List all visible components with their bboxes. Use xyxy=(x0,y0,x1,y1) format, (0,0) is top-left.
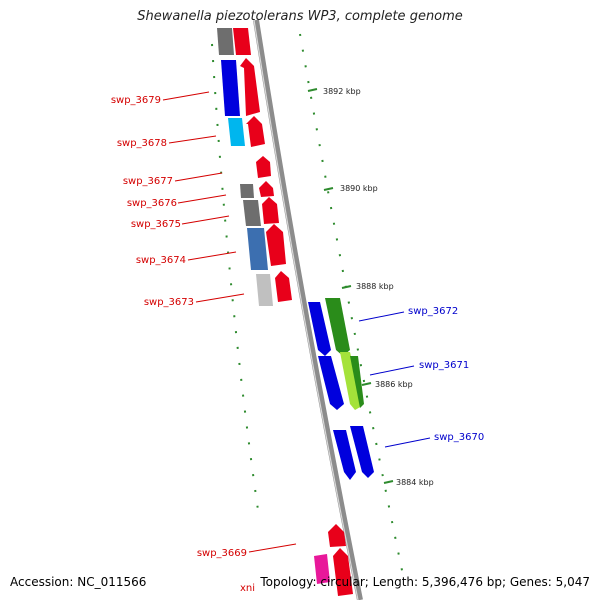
gene-block-swp-3671-lime[interactable] xyxy=(340,352,362,410)
leader-line xyxy=(358,311,405,322)
reverse-gene-labels: swp_3679 swp_3678 swp_3677 swp_3676 swp_… xyxy=(111,95,255,594)
backbone-highlight xyxy=(253,19,359,600)
gene-block-swp-3669[interactable] xyxy=(328,524,346,547)
scale-tick-labels: 3892 kbp 3890 kbp 3888 kbp 3886 kbp 3884… xyxy=(323,87,434,487)
scale-tick xyxy=(307,88,318,92)
gene-block-xni-red[interactable] xyxy=(333,548,353,596)
leader-line xyxy=(162,91,210,101)
leader-line xyxy=(187,251,237,261)
map-title: Shewanella piezotolerans WP3, complete g… xyxy=(137,9,463,24)
gene-block-swp-3677[interactable] xyxy=(256,156,271,178)
gene-block-swp-3679[interactable] xyxy=(221,60,240,116)
gene-block-swp-3673-red[interactable] xyxy=(275,271,292,302)
leader-line xyxy=(168,135,217,144)
gene-block-swp-3673[interactable] xyxy=(256,274,273,306)
gene-block-swp-3671[interactable] xyxy=(318,356,344,410)
gene-label[interactable]: swp_3676 xyxy=(127,198,177,209)
gene-label[interactable]: swp_3670 xyxy=(434,432,484,443)
gene-label[interactable]: swp_3675 xyxy=(131,219,181,230)
gene-block-xni-magenta[interactable] xyxy=(314,554,330,584)
scale-tick xyxy=(361,382,372,386)
gene-label[interactable]: swp_3679 xyxy=(111,95,161,106)
gene-label[interactable]: swp_3674 xyxy=(136,255,186,266)
gene-block-swp-3672-green[interactable] xyxy=(325,298,350,356)
leader-line xyxy=(181,215,230,225)
genome-summary-text: Topology: circular; Length: 5,396,476 bp… xyxy=(260,575,590,589)
gene-block-swp-3674[interactable] xyxy=(247,228,268,270)
gene-label[interactable]: swp_3671 xyxy=(419,360,469,371)
gene-block[interactable] xyxy=(233,28,251,55)
gene-block-swp-3674-red[interactable] xyxy=(266,224,286,266)
gene-block-swp-3678[interactable] xyxy=(228,118,245,146)
reverse-strand-genes xyxy=(217,28,353,596)
gene-block-swp-3672[interactable] xyxy=(308,302,331,356)
gene-block-swp-3676-red[interactable] xyxy=(259,181,274,197)
scale-tick-label: 3890 kbp xyxy=(340,184,378,193)
leader-lines xyxy=(162,91,431,553)
backbone xyxy=(253,19,363,600)
leader-line xyxy=(369,365,415,376)
scale-tick-label: 3886 kbp xyxy=(375,380,413,389)
gene-block-swp-3670-a[interactable] xyxy=(333,430,356,480)
scale-tick-label: 3884 kbp xyxy=(396,478,434,487)
gene-label[interactable]: swp_3677 xyxy=(123,176,173,187)
scale-tick-marks xyxy=(307,88,394,484)
gene-block[interactable] xyxy=(217,28,234,55)
accession-text: Accession: NC_011566 xyxy=(10,575,147,589)
gene-block-swp-3675[interactable] xyxy=(243,200,261,226)
leader-line xyxy=(177,194,227,204)
forward-gene-labels: swp_3672 swp_3671 swp_3670 xyxy=(408,306,484,443)
gene-block-swp-3675-red[interactable] xyxy=(262,197,279,224)
forward-strand-genes xyxy=(308,298,374,480)
gene-label[interactable]: swp_3678 xyxy=(117,138,167,149)
leader-line xyxy=(384,437,431,448)
gene-label[interactable]: swp_3673 xyxy=(144,297,194,308)
gene-block-swp-3671-green[interactable] xyxy=(350,356,364,408)
leader-line xyxy=(248,543,297,553)
gene-block-swp-3678-red[interactable] xyxy=(246,116,265,147)
scale-tick xyxy=(383,480,394,484)
gene-block-swp-3670-b[interactable] xyxy=(350,426,374,478)
scale-tick-label: 3892 kbp xyxy=(323,87,361,96)
gene-label[interactable]: xni xyxy=(240,583,255,594)
scale-tick-label: 3888 kbp xyxy=(356,282,394,291)
leader-line xyxy=(195,293,245,303)
leader-line xyxy=(174,172,223,182)
gene-label[interactable]: swp_3669 xyxy=(197,548,247,559)
scale-tick xyxy=(323,187,334,191)
gene-block-swp-3676[interactable] xyxy=(240,184,254,198)
outer-dot-track xyxy=(299,33,405,581)
gene-label[interactable]: swp_3672 xyxy=(408,306,458,317)
scale-tick xyxy=(341,285,352,289)
gene-block-swp-3679-red[interactable] xyxy=(240,58,260,116)
